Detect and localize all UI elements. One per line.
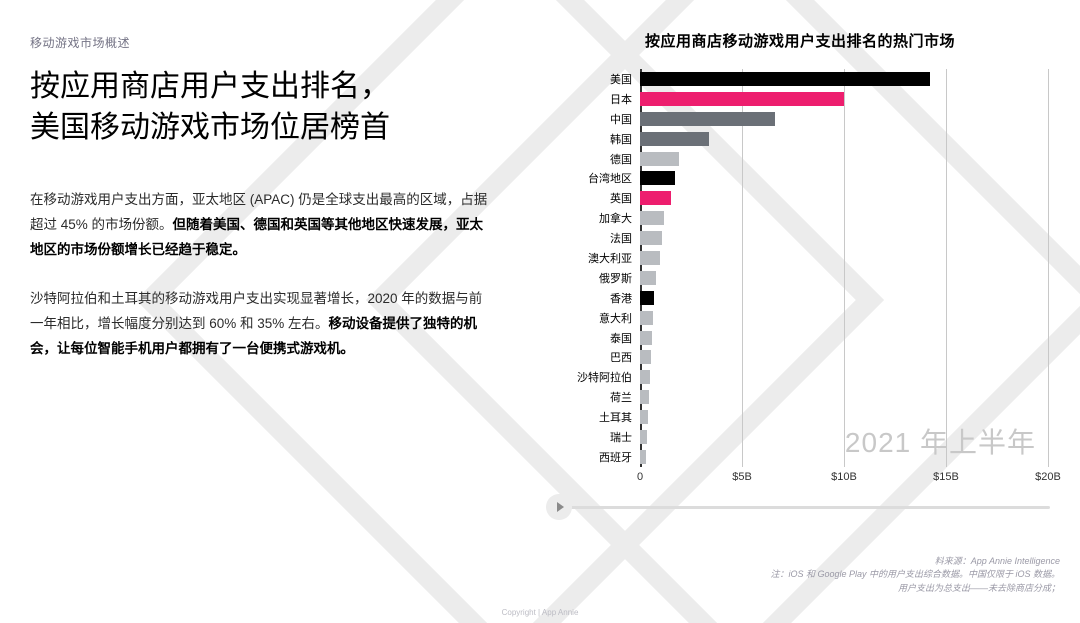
bar-row: 日本: [550, 89, 1050, 109]
bar-row: 荷兰: [550, 387, 1050, 407]
bar-label: 泰国: [550, 330, 636, 346]
bar-rect: [640, 72, 930, 86]
x-tick-label: $5B: [732, 471, 752, 483]
bar-row: 西班牙: [550, 447, 1050, 467]
bar-label: 德国: [550, 151, 636, 167]
left-column: 移动游戏市场概述 按应用商店用户支出排名， 美国移动游戏市场位居榜首 在移动游戏…: [30, 34, 490, 386]
bar-label: 韩国: [550, 131, 636, 147]
headline: 按应用商店用户支出排名， 美国移动游戏市场位居榜首: [30, 67, 490, 148]
copyright: Copyright | App Annie: [0, 608, 1080, 617]
bar-row: 俄罗斯: [550, 268, 1050, 288]
bar-row: 德国: [550, 149, 1050, 169]
source-footnote: 料来源：App Annie Intelligence 注：iOS 和 Googl…: [540, 555, 1060, 596]
source-line2: 注：iOS 和 Google Play 中的用户支出综合数据。中国仅限于 iOS…: [770, 569, 1060, 579]
bar-label: 巴西: [550, 349, 636, 365]
headline-line2: 美国移动游戏市场位居榜首: [30, 111, 390, 144]
x-tick-label: $10B: [831, 471, 857, 483]
chart-bars: 美国日本中国韩国德国台湾地区英国加拿大法国澳大利亚俄罗斯香港意大利泰国巴西沙特阿…: [550, 69, 1050, 467]
x-tick-label: 0: [637, 471, 643, 483]
bar-row: 美国: [550, 69, 1050, 89]
bar-row: 意大利: [550, 308, 1050, 328]
bar-label: 瑞士: [550, 429, 636, 445]
bar-row: 土耳其: [550, 407, 1050, 427]
bar-row: 澳大利亚: [550, 248, 1050, 268]
bar-label: 西班牙: [550, 449, 636, 465]
bar-label: 荷兰: [550, 389, 636, 405]
bar-rect: [640, 112, 775, 126]
bar-label: 法国: [550, 230, 636, 246]
x-tick-label: $20B: [1035, 471, 1061, 483]
bar-row: 香港: [550, 288, 1050, 308]
bar-rect: [640, 311, 653, 325]
bar-rect: [640, 171, 675, 185]
bar-rect: [640, 450, 646, 464]
chart-title: 按应用商店移动游戏用户支出排名的热门市场: [540, 30, 1060, 51]
bar-chart: 美国日本中国韩国德国台湾地区英国加拿大法国澳大利亚俄罗斯香港意大利泰国巴西沙特阿…: [550, 69, 1050, 489]
bar-label: 台湾地区: [550, 170, 636, 186]
bar-rect: [640, 331, 652, 345]
bar-label: 加拿大: [550, 210, 636, 226]
bar-rect: [640, 92, 844, 106]
headline-line1: 按应用商店用户支出排名，: [30, 70, 390, 103]
bar-row: 中国: [550, 109, 1050, 129]
eyebrow: 移动游戏市场概述: [30, 34, 490, 51]
bar-label: 意大利: [550, 310, 636, 326]
slider-track: [550, 506, 1050, 509]
bar-row: 巴西: [550, 347, 1050, 367]
paragraph-2: 沙特阿拉伯和土耳其的移动游戏用户支出实现显著增长，2020 年的数据与前一年相比…: [30, 287, 490, 362]
chart-x-axis: 0$5B$10B$15B$20B: [640, 469, 1050, 489]
bar-rect: [640, 132, 709, 146]
bar-rect: [640, 251, 660, 265]
bar-row: 台湾地区: [550, 168, 1050, 188]
bar-label: 香港: [550, 290, 636, 306]
bar-label: 中国: [550, 111, 636, 127]
bar-row: 加拿大: [550, 208, 1050, 228]
source-line1: 料来源：App Annie Intelligence: [935, 556, 1060, 566]
bar-rect: [640, 291, 654, 305]
bar-rect: [640, 390, 649, 404]
bar-row: 英国: [550, 188, 1050, 208]
paragraph-1: 在移动游戏用户支出方面，亚太地区 (APAC) 仍是全球支出最高的区域，占据超过…: [30, 188, 490, 263]
bar-label: 沙特阿拉伯: [550, 369, 636, 385]
bar-rect: [640, 271, 656, 285]
bar-rect: [640, 430, 647, 444]
bar-row: 瑞士: [550, 427, 1050, 447]
play-icon: [557, 502, 564, 512]
bar-row: 泰国: [550, 328, 1050, 348]
bar-rect: [640, 410, 648, 424]
x-tick-label: $15B: [933, 471, 959, 483]
slide: 移动游戏市场概述 按应用商店用户支出排名， 美国移动游戏市场位居榜首 在移动游戏…: [0, 0, 1080, 623]
play-button[interactable]: [546, 494, 572, 520]
bar-rect: [640, 231, 662, 245]
bar-label: 英国: [550, 190, 636, 206]
bar-label: 土耳其: [550, 409, 636, 425]
bar-rect: [640, 211, 664, 225]
bar-rect: [640, 152, 679, 166]
bar-label: 澳大利亚: [550, 250, 636, 266]
bar-row: 沙特阿拉伯: [550, 367, 1050, 387]
bar-row: 法国: [550, 228, 1050, 248]
bar-label: 俄罗斯: [550, 270, 636, 286]
right-column: 按应用商店移动游戏用户支出排名的热门市场 美国日本中国韩国德国台湾地区英国加拿大…: [540, 30, 1060, 513]
bar-rect: [640, 370, 650, 384]
bar-label: 美国: [550, 71, 636, 87]
bar-label: 日本: [550, 91, 636, 107]
bar-rect: [640, 191, 671, 205]
source-line3: 用户支出为总支出——未去除商店分成；: [898, 583, 1060, 593]
bar-rect: [640, 350, 651, 364]
bar-row: 韩国: [550, 129, 1050, 149]
timeline-slider[interactable]: [550, 501, 1050, 513]
